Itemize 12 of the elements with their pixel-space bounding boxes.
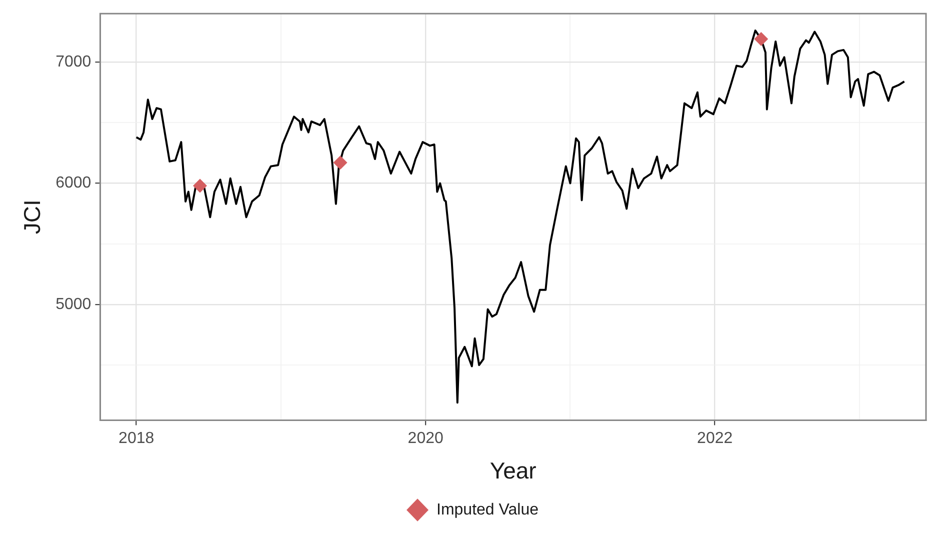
point: [192, 178, 207, 193]
y-axis-title: JCI: [19, 200, 46, 234]
y-tick-label: 5000: [56, 296, 92, 313]
point: [754, 32, 768, 46]
x-tick-label: 2020: [408, 430, 444, 448]
y-tick-label: 6000: [56, 174, 92, 192]
legend-label: Imputed Value: [436, 501, 539, 518]
x-tick-label: 2018: [118, 430, 154, 448]
x-tick-label: 2022: [697, 430, 733, 448]
x-axis-title: Year: [490, 458, 537, 484]
point: [333, 156, 348, 170]
y-tick-label: 7000: [56, 53, 92, 70]
